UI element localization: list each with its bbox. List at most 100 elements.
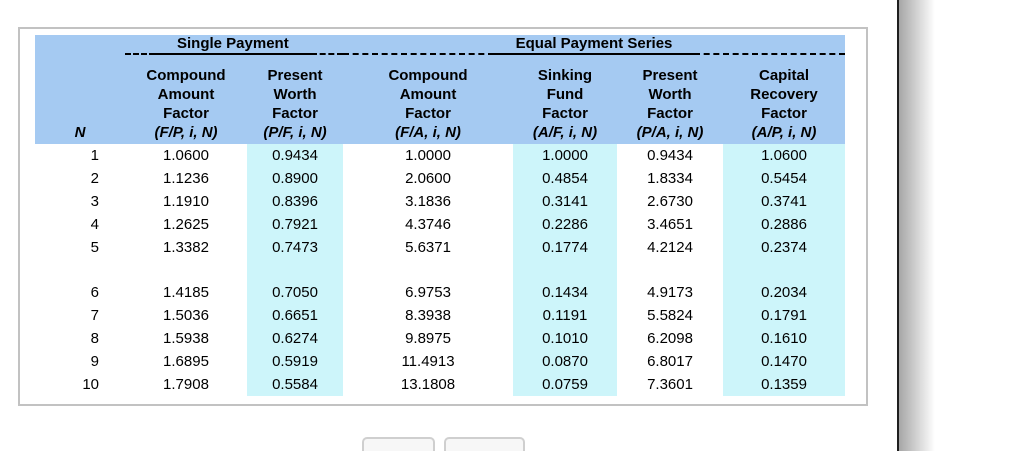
spacer-cell <box>247 259 344 281</box>
cell-pf: 0.6651 <box>247 304 344 327</box>
cell-ap: 0.2374 <box>723 236 846 259</box>
cell-fa: 5.6371 <box>405 239 451 256</box>
cell-af: 0.0870 <box>513 350 618 373</box>
column-header-line: Sinking <box>537 67 593 84</box>
cell-fa: 3.1836 <box>405 193 451 210</box>
cell-pa: 4.9173 <box>647 284 693 301</box>
cell-ap: 0.5454 <box>723 167 846 190</box>
spacer-cell <box>35 259 125 281</box>
column-header-line: Recovery <box>750 86 818 103</box>
column-header-n: N <box>35 57 125 144</box>
column-header-af: Sinking Fund Factor (A/F, i, N) <box>513 57 618 144</box>
cell-pf: 0.7473 <box>247 236 344 259</box>
spacer-cell <box>125 259 247 281</box>
cell-ap: 0.2886 <box>723 213 846 236</box>
cell-n: 3 <box>90 193 99 210</box>
column-header-line: Factor <box>761 105 807 122</box>
cell-n: 9 <box>90 353 99 370</box>
cell-ap: 0.1359 <box>723 373 846 396</box>
cell-ap: 0.2034 <box>723 281 846 304</box>
cell-fa: 1.0000 <box>405 147 451 164</box>
group-header-single-payment: Single Payment <box>125 35 344 57</box>
cell-n: 10 <box>82 376 99 393</box>
cell-pa: 0.9434 <box>647 147 693 164</box>
table-row: 10 1.7908 0.5584 13.1808 0.0759 7.3601 0.1359 <box>35 373 846 396</box>
bottom-button-left[interactable] <box>362 437 435 451</box>
column-header-line: Fund <box>546 86 584 103</box>
column-header-formula: (A/P, i, N) <box>751 124 817 141</box>
cell-af: 0.4854 <box>513 167 618 190</box>
group-label: Equal Payment Series <box>493 35 695 55</box>
cell-n: 2 <box>90 170 99 187</box>
column-header-line: Capital <box>759 67 810 84</box>
column-header-line: Factor <box>647 105 693 122</box>
interest-factor-table: Single Payment Equal Payment Series N Com… <box>35 35 846 396</box>
column-header-formula: (F/P, i, N) <box>154 124 218 141</box>
table-body: 1 1.0600 0.9434 1.0000 1.0000 0.9434 1.0600 2 1.… <box>35 144 846 396</box>
cell-pf: 0.9434 <box>247 144 344 167</box>
column-header-fa: Compound Amount Factor (F/A, i, N) <box>343 57 514 144</box>
cell-fp: 1.1910 <box>163 193 209 210</box>
cell-pf: 0.5919 <box>247 350 344 373</box>
cell-pa: 6.8017 <box>647 353 693 370</box>
cell-pa: 5.5824 <box>647 307 693 324</box>
cell-fp: 1.2625 <box>163 216 209 233</box>
cell-pa: 3.4651 <box>647 216 693 233</box>
dash-rule <box>694 53 846 55</box>
cell-fp: 1.7908 <box>163 376 209 393</box>
table-row: 9 1.6895 0.5919 11.4913 0.0870 6.8017 0.1470 <box>35 350 846 373</box>
cell-ap: 0.1610 <box>723 327 846 350</box>
cell-af: 0.0759 <box>513 373 618 396</box>
group-header-equal-payment-series: Equal Payment Series <box>343 35 846 57</box>
cell-fp: 1.3382 <box>163 239 209 256</box>
table-row: 1 1.0600 0.9434 1.0000 1.0000 0.9434 1.0600 <box>35 144 846 167</box>
table-row: 8 1.5938 0.6274 9.8975 0.1010 6.2098 0.1610 <box>35 327 846 350</box>
group-label: Single Payment <box>155 35 311 55</box>
column-header-line: Factor <box>163 105 209 122</box>
column-header-pa: Present Worth Factor (P/A, i, N) <box>617 57 724 144</box>
spacer-cell <box>617 259 723 281</box>
spacer-row <box>35 259 846 281</box>
cell-fa: 9.8975 <box>405 330 451 347</box>
cell-af: 0.3141 <box>513 190 618 213</box>
cell-fa: 6.9753 <box>405 284 451 301</box>
column-header-line: Worth <box>273 86 317 103</box>
column-header-line: Present <box>267 67 323 84</box>
cell-fa: 8.3938 <box>405 307 451 324</box>
cell-ap: 1.0600 <box>723 144 846 167</box>
column-header-line: Compound <box>146 67 226 84</box>
table-row: 4 1.2625 0.7921 4.3746 0.2286 3.4651 0.2886 <box>35 213 846 236</box>
cell-fa: 13.1808 <box>400 376 456 393</box>
column-header-formula: N <box>74 124 86 141</box>
dash-rule <box>125 53 155 55</box>
column-header-line: Factor <box>405 105 451 122</box>
page-edge-shadow <box>899 0 935 451</box>
cell-pa: 2.6730 <box>647 193 693 210</box>
spacer-cell <box>343 259 513 281</box>
cell-af: 0.1774 <box>513 236 618 259</box>
cell-fa: 4.3746 <box>405 216 451 233</box>
cell-n: 4 <box>90 216 99 233</box>
bottom-button-right[interactable] <box>444 437 525 451</box>
cell-fp: 1.0600 <box>163 147 209 164</box>
column-header-line: Amount <box>399 86 457 103</box>
group-header-row: Single Payment Equal Payment Series <box>35 35 846 57</box>
cell-fa: 11.4913 <box>401 353 455 370</box>
group-title-single-payment: Single Payment <box>125 35 344 57</box>
cell-pf: 0.5584 <box>247 373 344 396</box>
cell-pa: 7.3601 <box>647 376 693 393</box>
column-header-formula: (F/A, i, N) <box>395 124 461 141</box>
column-header-pf: Present Worth Factor (P/F, i, N) <box>247 57 344 144</box>
cell-n: 1 <box>90 147 99 164</box>
group-title-equal-payment-series: Equal Payment Series <box>343 35 846 57</box>
dash-rule <box>310 53 344 55</box>
cell-n: 6 <box>90 284 99 301</box>
cell-af: 1.0000 <box>513 144 618 167</box>
cell-af: 0.1191 <box>513 304 618 327</box>
cell-pf: 0.8396 <box>247 190 344 213</box>
column-header-line: Worth <box>648 86 692 103</box>
cell-ap: 0.1791 <box>723 304 846 327</box>
group-header-empty <box>35 35 125 57</box>
cell-pa: 6.2098 <box>647 330 693 347</box>
cell-fp: 1.5938 <box>163 330 209 347</box>
